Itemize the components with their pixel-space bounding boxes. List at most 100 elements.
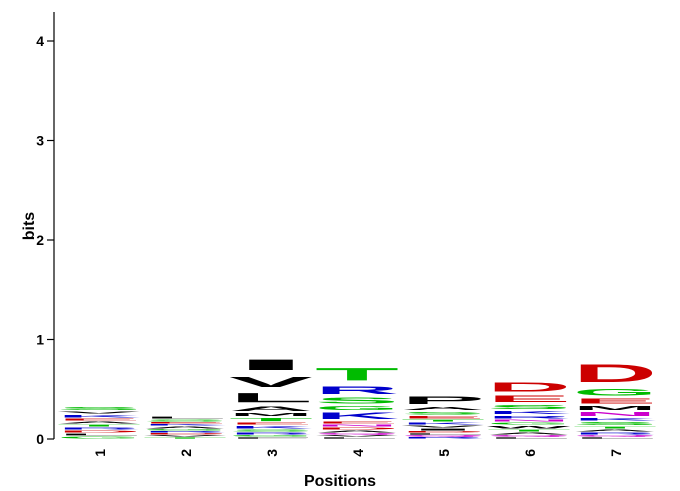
logo-letter: T — [143, 437, 227, 439]
logo-letter: T — [57, 424, 141, 427]
logo-letter: S — [315, 396, 399, 405]
x-tick-label: 1 — [92, 449, 108, 457]
logo-letter: S — [57, 406, 141, 411]
logo-letter: N — [573, 411, 657, 417]
logo-letter: I — [401, 428, 485, 431]
logo-letter: F — [229, 437, 313, 439]
logo-letter: Q — [401, 435, 485, 437]
logo-letter: T — [315, 364, 399, 384]
logo-letter: K — [401, 422, 485, 425]
logo-letter: T — [401, 419, 485, 422]
y-ticks: 0 1 2 3 4 — [36, 33, 54, 447]
logo-letter: Q — [315, 433, 399, 435]
logo-letter: A — [401, 406, 485, 411]
logo-letter: L — [573, 437, 657, 439]
logo-letter: L — [401, 433, 485, 435]
logo-letter: L — [143, 416, 227, 419]
y-tick-label: 0 — [36, 431, 44, 447]
logo-letter: D — [401, 431, 485, 433]
logo-letter: V — [401, 425, 485, 428]
logo-letter: D — [57, 430, 141, 433]
x-tick-label: 2 — [178, 449, 194, 457]
y-tick-label: 3 — [36, 133, 44, 149]
logo-letter: P — [401, 394, 485, 406]
logo-letter: N — [315, 424, 399, 427]
logo-letter: A — [573, 429, 657, 432]
logo-letter: S — [401, 411, 485, 415]
logo-letter: A — [229, 405, 313, 412]
logo-letter: E — [487, 394, 571, 404]
logo-letter: E — [229, 422, 313, 425]
logo-letter: D — [143, 433, 227, 435]
logo-letter: S — [229, 429, 313, 432]
logo-letter: A — [315, 430, 399, 433]
logo-letter: G — [315, 405, 399, 411]
logo-letter: G — [573, 387, 657, 397]
logo-letter: N — [487, 419, 571, 422]
logo-letter: E — [315, 421, 399, 424]
logo-letter: R — [57, 427, 141, 430]
logo-letter: G — [57, 436, 141, 439]
y-axis-title: bits — [21, 212, 38, 241]
x-tick-label: 5 — [436, 449, 452, 457]
logo-letter: L — [487, 437, 571, 439]
logo-letter: G — [143, 429, 227, 431]
logo-letter: A — [143, 426, 227, 429]
logo-letter: T — [229, 417, 313, 422]
logo-letter: E — [57, 418, 141, 421]
logo-letter: K — [315, 411, 399, 421]
x-tick-label: 4 — [350, 449, 366, 457]
logo-letter: R — [573, 432, 657, 435]
logo-letter: G — [229, 435, 313, 437]
logo-letter: L — [229, 390, 313, 405]
logo-letter: A — [487, 432, 571, 435]
logo-letter: R — [143, 431, 227, 433]
logo-letter: T — [573, 426, 657, 429]
logo-letter: T — [487, 429, 571, 432]
logo-letter: D — [573, 359, 657, 387]
logo-letter: K — [229, 425, 313, 429]
logo-letter: R — [315, 384, 399, 396]
y-tick-label: 1 — [36, 332, 44, 348]
letter-stacks: GLDRTAEKVSTVDRGAKESLFGRSKETMALVILVQADNEK… — [57, 356, 657, 439]
x-tick-label: 7 — [608, 449, 624, 457]
logo-letter: I — [229, 356, 313, 373]
logo-letter: S — [143, 419, 227, 422]
logo-letter: D — [487, 379, 571, 394]
logo-letter: V — [229, 373, 313, 390]
logo-letter: L — [315, 437, 399, 439]
logo-letter: Q — [487, 435, 571, 437]
logo-letter: W — [487, 425, 570, 429]
logo-letter: R — [229, 432, 313, 435]
logo-letter: D — [315, 427, 399, 430]
logo-letter: V — [143, 435, 227, 437]
logo-letter: M — [573, 405, 657, 411]
logo-letter: K — [487, 410, 571, 415]
x-axis-title: Positions — [304, 473, 376, 490]
x-tick-label: 6 — [522, 449, 538, 457]
logo-letter: V — [57, 411, 141, 414]
logo-letter: K — [57, 414, 141, 418]
logo-letter: K — [143, 424, 227, 426]
logo-letter: K — [573, 417, 657, 421]
logo-letter: S — [573, 421, 657, 426]
logo-letter: L — [57, 433, 141, 436]
logo-letter: S — [487, 404, 571, 410]
logo-letter: R — [401, 437, 485, 439]
logo-letter: E — [401, 415, 485, 419]
logo-letter: R — [487, 415, 571, 419]
logo-letter: E — [573, 397, 657, 405]
logo-letter: E — [143, 422, 227, 424]
x-tick-label: 3 — [264, 449, 280, 457]
logo-letter: Q — [573, 435, 657, 437]
logo-letter: G — [487, 422, 571, 425]
y-tick-label: 4 — [36, 33, 44, 49]
